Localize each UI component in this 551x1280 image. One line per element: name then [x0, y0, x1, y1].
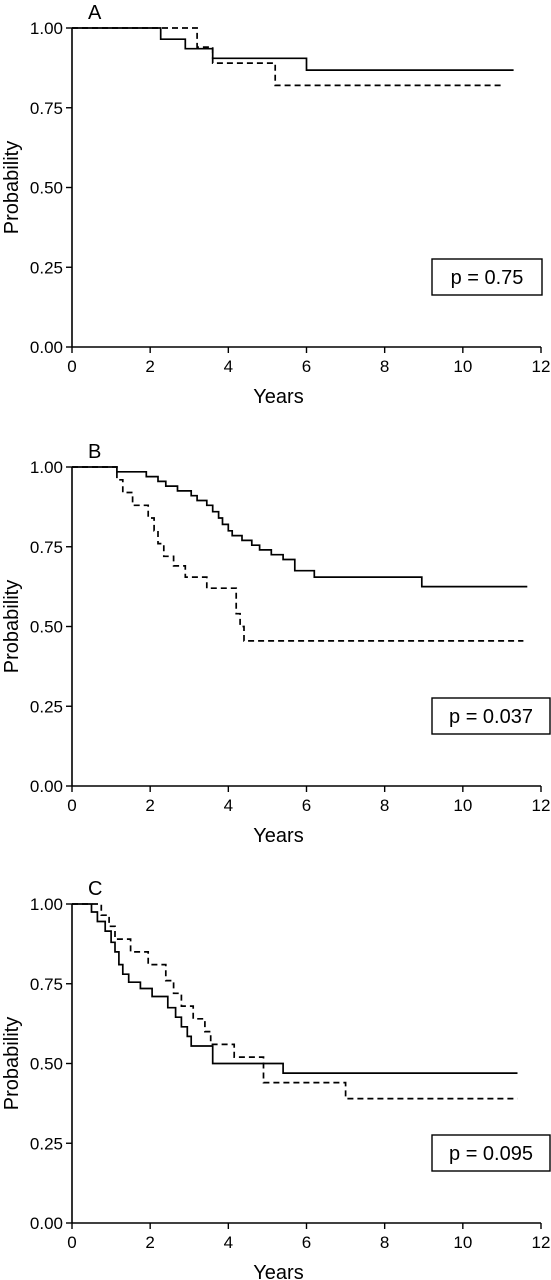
x-tick-label: 0 [67, 1233, 76, 1252]
chart-panel-c: 0.00 0.25 0.50 0.75 1.00 0 2 4 6 8 10 12 Years Probab… [1, 878, 551, 1280]
series-dashed-curve [72, 27, 502, 87]
x-tick-label: 10 [453, 1233, 472, 1252]
x-tick-label: 4 [224, 1233, 233, 1252]
series-solid-curve [72, 903, 518, 1074]
panel-label: B [88, 441, 101, 463]
panel-label: C [88, 878, 102, 900]
y-tick-label: 1.00 [30, 895, 63, 914]
series-solid-curve [72, 27, 514, 71]
x-tick-label: 8 [380, 796, 389, 815]
x-tick-label: 12 [532, 796, 551, 815]
x-tick-label: 12 [532, 1233, 551, 1252]
p-value-box [431, 697, 551, 735]
y-tick-label: 0.00 [30, 1214, 63, 1233]
x-tick-label: 4 [224, 357, 233, 376]
y-tick-label: 0.75 [30, 538, 63, 557]
p-value-label: p = 0.037 [449, 706, 533, 728]
x-tick-label: 12 [532, 357, 551, 376]
y-tick-label: 0.25 [30, 258, 63, 277]
x-tick-label: 6 [302, 1233, 311, 1252]
y-tick-label: 1.00 [30, 458, 63, 477]
x-tick-label: 2 [145, 1233, 154, 1252]
x-axis-title: Years [253, 1262, 303, 1280]
x-tick-label: 2 [145, 357, 154, 376]
y-axis-title: Probability [1, 141, 23, 234]
y-tick-label: 0.75 [30, 975, 63, 994]
p-value-box [431, 258, 543, 296]
x-tick-label: 8 [380, 357, 389, 376]
x-tick-label: 0 [67, 796, 76, 815]
y-tick-label: 0.25 [30, 697, 63, 716]
y-axis-title: Probability [1, 1017, 23, 1110]
x-tick-label: 4 [224, 796, 233, 815]
x-axis-title: Years [253, 825, 303, 847]
y-tick-label: 0.00 [30, 338, 63, 357]
chart-panel-b: 0.00 0.25 0.50 0.75 1.00 0 2 4 6 8 10 12 Years Probab… [1, 441, 551, 847]
y-tick-label: 0.25 [30, 1134, 63, 1153]
y-tick-label: 0.75 [30, 99, 63, 118]
y-tick-label: 0.00 [30, 777, 63, 796]
x-tick-label: 10 [453, 796, 472, 815]
panel-label: A [88, 2, 102, 24]
y-tick-label: 0.50 [30, 618, 63, 637]
x-tick-label: 2 [145, 796, 154, 815]
y-tick-label: 1.00 [30, 19, 63, 38]
y-axis-title: Probability [1, 580, 23, 673]
y-tick-label: 0.50 [30, 179, 63, 198]
p-value-label: p = 0.095 [449, 1143, 533, 1165]
series-dashed-curve [72, 466, 524, 642]
p-value-label: p = 0.75 [451, 267, 524, 289]
x-tick-label: 10 [453, 357, 472, 376]
x-tick-label: 6 [302, 796, 311, 815]
x-tick-label: 0 [67, 357, 76, 376]
chart-panel-a: 0.00 0.25 0.50 0.75 1.00 0 2 4 6 8 10 12 Years Probab… [1, 2, 550, 408]
x-tick-label: 8 [380, 1233, 389, 1252]
series-solid-curve [72, 466, 528, 588]
series-dashed-curve [72, 903, 518, 1100]
y-tick-label: 0.50 [30, 1055, 63, 1074]
p-value-box [431, 1134, 551, 1172]
x-tick-label: 6 [302, 357, 311, 376]
x-axis-title: Years [253, 386, 303, 408]
